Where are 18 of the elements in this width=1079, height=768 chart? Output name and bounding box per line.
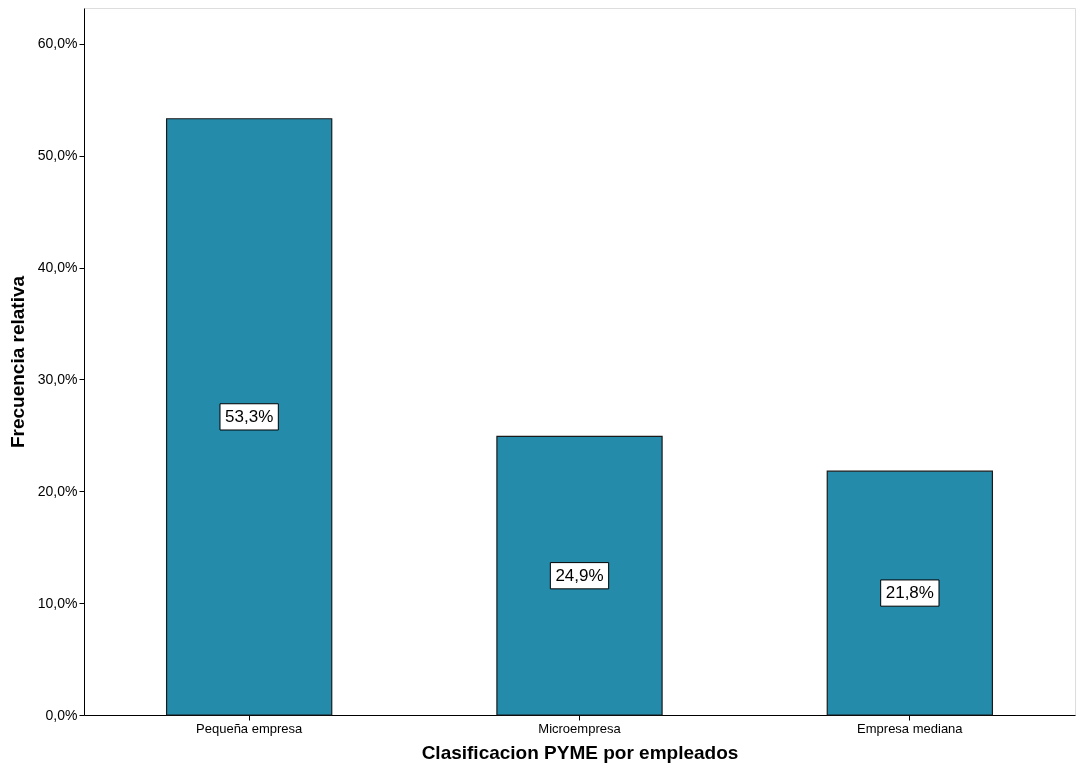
x-tick-label: Empresa mediana — [857, 720, 964, 736]
x-tick-label: Pequeña empresa — [196, 720, 304, 736]
y-tick-label: 60,0% — [37, 35, 78, 52]
data-label: 53,3% — [225, 406, 274, 426]
bar — [165, 118, 333, 716]
bar — [496, 435, 663, 716]
y-tick-label: 0,0% — [45, 706, 78, 723]
y-tick-label: 40,0% — [37, 259, 78, 276]
y-axis-title: Frecuencia relativa — [6, 275, 28, 449]
x-axis-title: Clasificacion PYME por empleados — [421, 741, 739, 763]
data-label: 21,8% — [885, 583, 934, 603]
data-label: 24,9% — [555, 565, 604, 585]
x-tick-label: Microempresa — [538, 720, 622, 736]
y-tick-label: 20,0% — [37, 482, 78, 499]
y-tick-label: 50,0% — [37, 147, 78, 164]
y-tick-label: 30,0% — [37, 370, 78, 387]
bar — [826, 470, 994, 716]
y-tick-label: 10,0% — [37, 594, 78, 611]
